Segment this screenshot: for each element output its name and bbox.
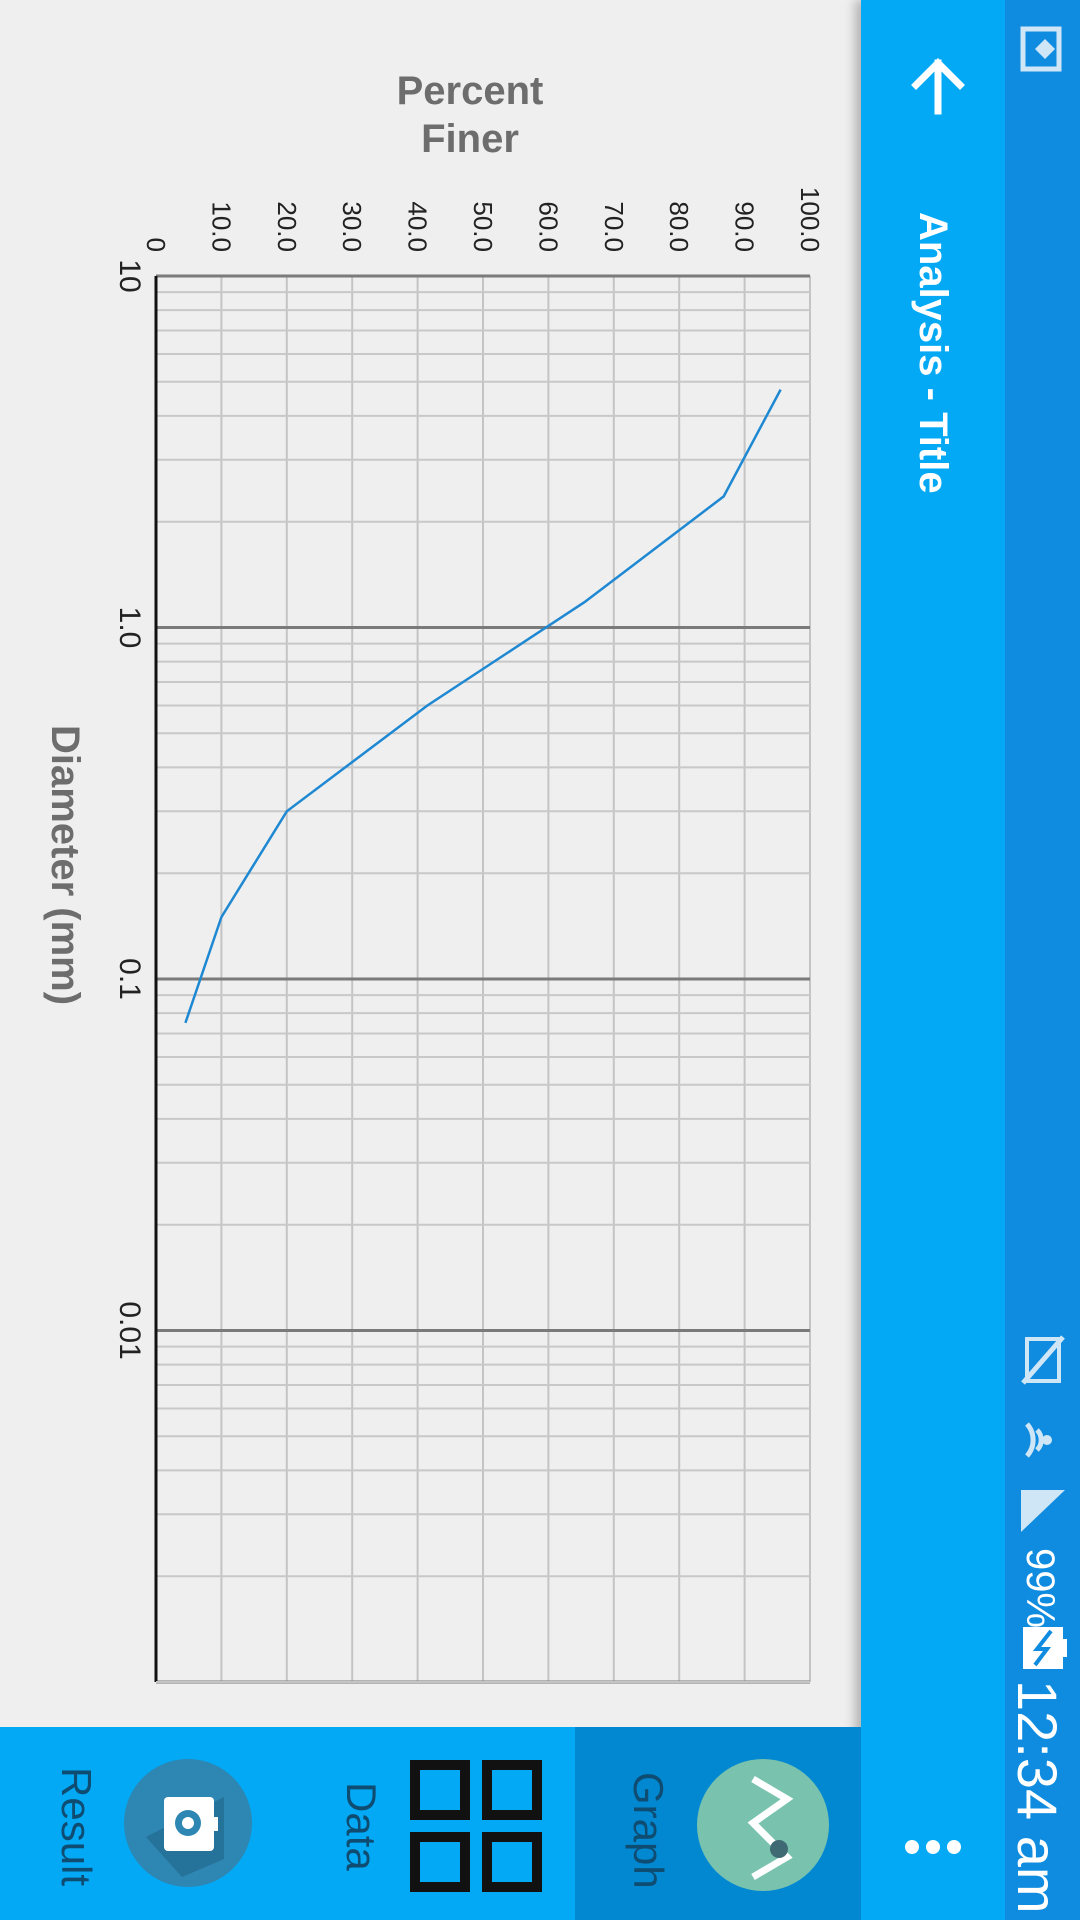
- percent-tick-label: 30.0: [337, 201, 367, 252]
- wifi-icon: [1025, 1422, 1052, 1458]
- percent-tick-label: 20.0: [272, 201, 302, 252]
- percent-tick-labels: 0 10.0 20.0 30.0 40.0 50.0 60.0 70.0 80.0 90.0 100…: [141, 187, 825, 252]
- tab-data-label: Data: [338, 1782, 385, 1871]
- page-title: Analysis - Title: [911, 212, 955, 494]
- percent-tick-label: 90.0: [730, 201, 760, 252]
- signal-icon: [1021, 1490, 1065, 1532]
- tab-result[interactable]: [0, 1727, 287, 1920]
- diameter-tick-label: 10: [113, 259, 146, 292]
- battery-charging-icon: [1023, 1627, 1067, 1669]
- percent-tick-label: 60.0: [533, 201, 563, 252]
- diameter-tick-label: 1.0: [113, 607, 146, 649]
- grid-icon: [410, 1760, 542, 1892]
- diameter-tick-labels: 10 1.0 0.1 0.01: [113, 259, 146, 1359]
- x-axis-title: Diameter (mm): [43, 725, 87, 1005]
- status-bar: [1005, 0, 1080, 1920]
- chart-axes: [154, 276, 810, 1683]
- y-axis-title: Percent: [397, 69, 544, 113]
- bottom-nav: Graph Data Result: [0, 1727, 861, 1920]
- percent-tick-label: 50.0: [468, 201, 498, 252]
- tab-result-label: Result: [53, 1767, 100, 1887]
- status-time: 12:34 am: [1006, 1680, 1069, 1914]
- camera-icon: [124, 1759, 252, 1887]
- percent-tick-label: 100.0: [795, 187, 825, 252]
- graph-icon: [697, 1759, 829, 1891]
- percent-tick-label: 40.0: [403, 201, 433, 252]
- tab-graph[interactable]: [575, 1727, 861, 1920]
- percent-tick-label: 10.0: [206, 201, 236, 252]
- diameter-tick-label: 0.1: [113, 958, 146, 1000]
- series-line: [184, 389, 782, 1024]
- percent-tick-label: 70.0: [599, 201, 629, 252]
- app-bar: [861, 0, 1005, 1920]
- app-notification-icon: [1020, 26, 1062, 72]
- more-vert-icon[interactable]: [903, 1832, 963, 1862]
- series-group: [184, 389, 782, 1024]
- tab-data[interactable]: [287, 1727, 575, 1920]
- chart-grid: [156, 274, 811, 1684]
- diameter-tick-label: 0.01: [113, 1301, 146, 1359]
- particle-size-chart: 0 10.0 20.0 30.0 40.0 50.0 60.0 70.0 80.0 90.0 100…: [43, 69, 825, 1684]
- percent-tick-label: 80.0: [664, 201, 694, 252]
- percent-tick-label: 0: [141, 238, 171, 252]
- y-axis-title-line2: Finer: [421, 117, 519, 161]
- arrow-back-icon[interactable]: [906, 55, 970, 119]
- tab-graph-label: Graph: [625, 1772, 672, 1889]
- battery-percent: 99%: [1018, 1548, 1062, 1629]
- no-sim-icon: [1021, 1335, 1065, 1385]
